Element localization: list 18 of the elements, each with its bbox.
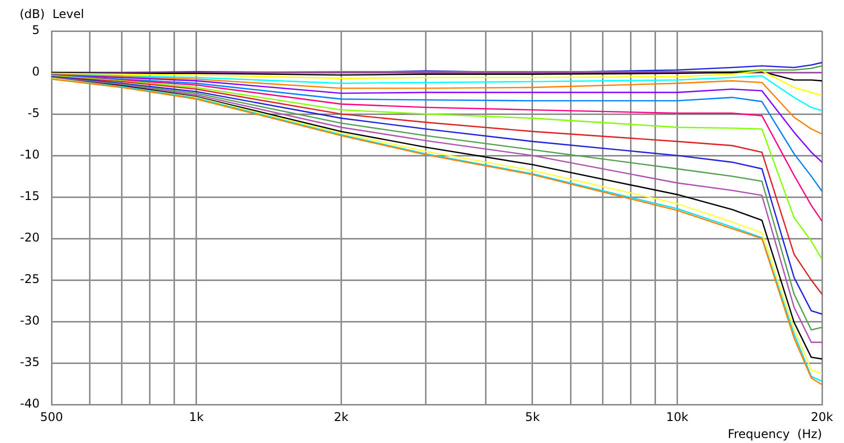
x-tick-label: 5k (525, 410, 540, 424)
y-tick-label: 0 (32, 64, 40, 79)
y-tick-label: 5 (32, 23, 40, 38)
x-tick-label: 10k (666, 410, 688, 424)
y-tick-label: -15 (20, 189, 40, 204)
x-tick-label: 20k (810, 410, 834, 424)
x-tick-label: 2k (334, 410, 348, 424)
y-tick-label: -40 (20, 396, 40, 411)
y-tick-label: -10 (20, 148, 40, 162)
y-tick-label: -25 (20, 272, 40, 286)
x-tick-label: 1k (189, 410, 204, 424)
y-tick-label: -5 (28, 106, 40, 120)
x-axis-title: Frequency (Hz) (728, 427, 822, 442)
y-axis-title: (dB) Level (20, 7, 84, 22)
y-tick-label: -35 (20, 355, 40, 370)
x-tick-label: 500 (40, 410, 64, 424)
y-tick-label: -20 (20, 230, 40, 245)
y-tick-label: -30 (20, 314, 40, 328)
